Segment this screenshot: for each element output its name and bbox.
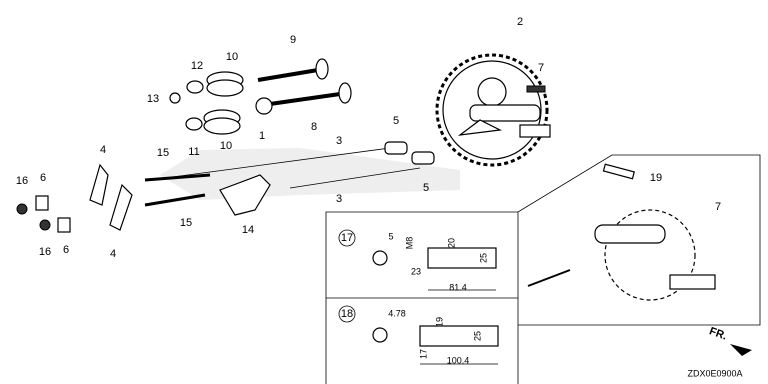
detail-number: 17 bbox=[341, 232, 353, 244]
camshaft-detail bbox=[669, 274, 716, 290]
callout: 12 bbox=[191, 60, 203, 72]
detail-badge bbox=[338, 305, 356, 323]
push-rod bbox=[149, 147, 391, 181]
camshaft-detail bbox=[594, 224, 666, 244]
shaft-side bbox=[427, 247, 497, 269]
arrow bbox=[527, 269, 571, 287]
camshaft bbox=[435, 53, 551, 167]
inset-frame bbox=[325, 154, 761, 384]
dimension: 19 bbox=[434, 317, 444, 327]
callout: 6 bbox=[63, 244, 69, 256]
callout: 3 bbox=[336, 193, 342, 205]
dimension: 4.78 bbox=[388, 308, 406, 318]
tappet bbox=[384, 141, 408, 155]
callout: 15 bbox=[180, 217, 192, 229]
stud bbox=[144, 173, 211, 182]
push-rod bbox=[289, 167, 421, 189]
callout: 19 bbox=[650, 172, 662, 184]
plate bbox=[219, 174, 271, 216]
callout: 3 bbox=[336, 135, 342, 147]
callout: 13 bbox=[147, 93, 159, 105]
fr-arrow bbox=[730, 344, 752, 356]
callout: 7 bbox=[715, 201, 721, 213]
nut bbox=[16, 203, 28, 215]
dimension: 17 bbox=[418, 349, 428, 359]
callout: 6 bbox=[40, 172, 46, 184]
callout: 4 bbox=[100, 144, 106, 156]
callout: 8 bbox=[311, 121, 317, 133]
callout: 16 bbox=[16, 175, 28, 187]
callout: 2 bbox=[517, 16, 523, 28]
callout: 1 bbox=[259, 130, 265, 142]
callout: 5 bbox=[393, 115, 399, 127]
detail-badge bbox=[338, 229, 356, 247]
stud bbox=[144, 193, 206, 207]
shaft-side bbox=[419, 325, 499, 347]
rocker-arm bbox=[109, 183, 133, 231]
callout: 9 bbox=[290, 34, 296, 46]
spring bbox=[526, 85, 546, 93]
dimension: 23 bbox=[411, 266, 421, 276]
drawing-code: ZDX0E0900A bbox=[687, 368, 742, 378]
pivot bbox=[35, 195, 49, 211]
pivot bbox=[57, 217, 71, 233]
callout: 10 bbox=[220, 140, 232, 152]
dimension: 81.4 bbox=[449, 282, 467, 292]
callout: 4 bbox=[110, 248, 116, 260]
direction: FR. bbox=[708, 325, 729, 342]
dimension: M8 bbox=[404, 237, 414, 250]
callout: 10 bbox=[226, 51, 238, 63]
tappet bbox=[411, 151, 435, 165]
detail-number: 18 bbox=[341, 308, 353, 320]
shaft-end bbox=[372, 250, 388, 266]
shaft-end bbox=[372, 327, 388, 343]
dimension: 20 bbox=[446, 238, 456, 248]
nut bbox=[39, 219, 51, 231]
callout: 15 bbox=[157, 147, 169, 159]
rocker-arm bbox=[89, 163, 109, 206]
callout: 5 bbox=[423, 182, 429, 194]
callout: 7 bbox=[538, 62, 544, 74]
dimension: 100.4 bbox=[447, 355, 470, 365]
pin bbox=[602, 163, 636, 180]
dimension: 25 bbox=[478, 253, 488, 263]
valves bbox=[169, 58, 352, 135]
dimension: 25 bbox=[472, 331, 482, 341]
dimension: 5 bbox=[388, 231, 393, 241]
callout: 16 bbox=[39, 246, 51, 258]
callout: 14 bbox=[242, 224, 254, 236]
callout: 11 bbox=[188, 146, 199, 158]
